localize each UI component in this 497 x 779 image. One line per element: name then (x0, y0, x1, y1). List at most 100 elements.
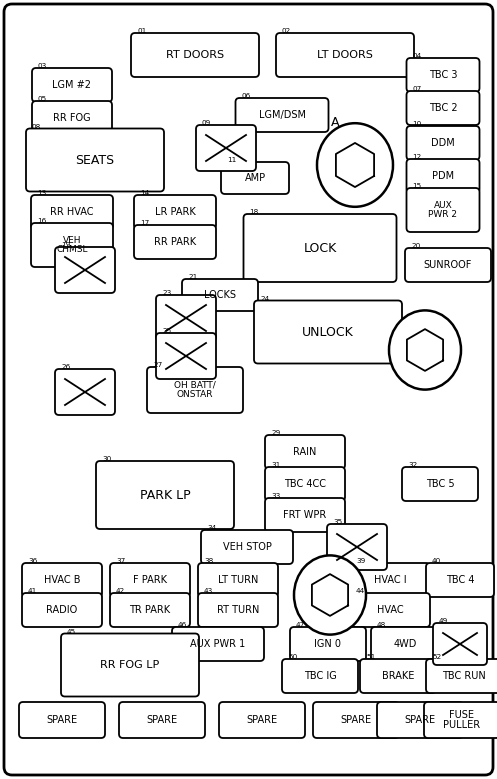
FancyBboxPatch shape (244, 214, 397, 282)
Text: LT DOORS: LT DOORS (317, 50, 373, 60)
Text: FUSE
PULLER: FUSE PULLER (443, 710, 481, 731)
Text: 03: 03 (38, 63, 47, 69)
Text: HVAC B: HVAC B (44, 575, 80, 585)
Text: 25: 25 (162, 328, 171, 334)
Text: 01: 01 (137, 28, 146, 34)
Text: 45: 45 (67, 629, 76, 635)
Text: AUX
PWR 2: AUX PWR 2 (428, 201, 458, 220)
Text: 33: 33 (271, 493, 280, 499)
Text: 47: 47 (296, 622, 305, 628)
Text: HVAC: HVAC (377, 605, 403, 615)
Text: 29: 29 (271, 430, 280, 436)
Text: SPARE: SPARE (340, 715, 372, 725)
FancyBboxPatch shape (221, 162, 289, 194)
FancyBboxPatch shape (22, 563, 102, 597)
Text: 38: 38 (204, 558, 213, 564)
Text: 24: 24 (260, 295, 269, 301)
FancyBboxPatch shape (265, 498, 345, 532)
Text: RR HVAC: RR HVAC (50, 207, 94, 217)
FancyBboxPatch shape (407, 58, 480, 92)
Text: UNLOCK: UNLOCK (302, 326, 354, 339)
FancyBboxPatch shape (219, 702, 305, 738)
FancyBboxPatch shape (377, 702, 463, 738)
FancyBboxPatch shape (22, 593, 102, 627)
Text: 35: 35 (333, 519, 342, 525)
Text: 05: 05 (38, 96, 47, 102)
Text: SPARE: SPARE (247, 715, 277, 725)
Text: 06: 06 (242, 93, 251, 99)
Text: RAIN: RAIN (293, 447, 317, 457)
Text: 15: 15 (413, 183, 422, 189)
FancyBboxPatch shape (198, 563, 278, 597)
Text: 12: 12 (413, 154, 422, 160)
Ellipse shape (317, 123, 393, 206)
Text: RADIO: RADIO (46, 605, 78, 615)
Text: LGM/DSM: LGM/DSM (258, 110, 306, 120)
Text: 30: 30 (102, 456, 111, 462)
FancyBboxPatch shape (407, 159, 480, 193)
FancyBboxPatch shape (265, 435, 345, 469)
Text: SUNROOF: SUNROOF (424, 260, 472, 270)
FancyBboxPatch shape (201, 530, 293, 564)
Text: 34: 34 (207, 525, 216, 531)
FancyBboxPatch shape (327, 524, 387, 570)
Text: 52: 52 (432, 654, 441, 660)
Text: 27: 27 (153, 362, 162, 368)
Text: OH BATT/
ONSTAR: OH BATT/ ONSTAR (174, 381, 216, 400)
FancyBboxPatch shape (196, 125, 256, 171)
Ellipse shape (389, 310, 461, 390)
FancyBboxPatch shape (26, 129, 164, 192)
Text: SPARE: SPARE (147, 715, 177, 725)
Text: 49: 49 (439, 618, 448, 624)
Text: 42: 42 (116, 588, 125, 594)
FancyBboxPatch shape (350, 563, 430, 597)
Text: 4WD: 4WD (393, 639, 416, 649)
Text: PDM: PDM (432, 171, 454, 181)
Text: F PARK: F PARK (133, 575, 167, 585)
Text: 02: 02 (282, 28, 291, 34)
Text: LOCK: LOCK (303, 241, 336, 255)
Text: 48: 48 (377, 622, 386, 628)
Text: HVAC I: HVAC I (374, 575, 407, 585)
Text: 09: 09 (202, 120, 211, 126)
FancyBboxPatch shape (4, 4, 493, 775)
FancyBboxPatch shape (96, 461, 234, 529)
FancyBboxPatch shape (360, 659, 436, 693)
Text: 50: 50 (288, 654, 297, 660)
Text: AUX PWR 1: AUX PWR 1 (190, 639, 246, 649)
FancyBboxPatch shape (156, 295, 216, 341)
Text: IGN 0: IGN 0 (315, 639, 341, 649)
FancyBboxPatch shape (198, 593, 278, 627)
Text: 11: 11 (227, 157, 236, 163)
Text: 36: 36 (28, 558, 37, 564)
Text: TBC 4: TBC 4 (446, 575, 474, 585)
Text: 17: 17 (140, 220, 149, 226)
FancyBboxPatch shape (119, 702, 205, 738)
FancyBboxPatch shape (134, 225, 216, 259)
FancyBboxPatch shape (405, 248, 491, 282)
FancyBboxPatch shape (290, 627, 366, 661)
Text: TBC RUN: TBC RUN (442, 671, 486, 681)
FancyBboxPatch shape (156, 333, 216, 379)
Text: LR PARK: LR PARK (155, 207, 195, 217)
FancyBboxPatch shape (350, 593, 430, 627)
Text: 10: 10 (413, 121, 422, 127)
Text: 31: 31 (271, 462, 280, 468)
FancyBboxPatch shape (110, 593, 190, 627)
Text: LOCKS: LOCKS (204, 290, 236, 300)
Text: 44: 44 (356, 588, 365, 594)
Text: A: A (331, 115, 339, 129)
Text: 32: 32 (408, 462, 417, 468)
FancyBboxPatch shape (55, 369, 115, 415)
Text: SEATS: SEATS (76, 153, 115, 167)
Text: VEH
CHMSL: VEH CHMSL (56, 236, 88, 255)
Text: VEH STOP: VEH STOP (223, 542, 271, 552)
Text: 43: 43 (204, 588, 213, 594)
Text: AMP: AMP (245, 173, 265, 183)
Text: TBC 2: TBC 2 (429, 103, 457, 113)
Text: 20: 20 (411, 243, 420, 249)
FancyBboxPatch shape (31, 223, 113, 267)
Text: 19: 19 (61, 242, 70, 248)
Text: 41: 41 (28, 588, 37, 594)
Text: 07: 07 (413, 86, 422, 92)
